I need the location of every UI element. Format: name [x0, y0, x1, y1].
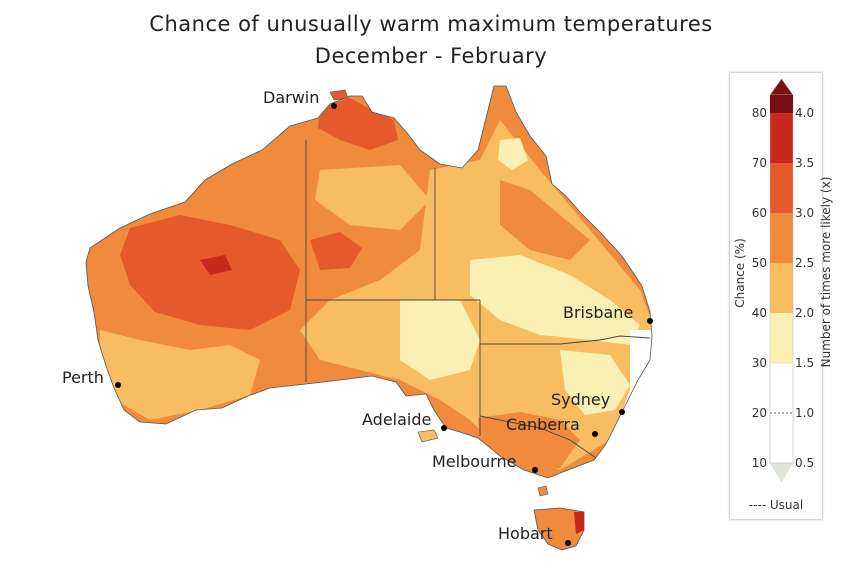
state-borders	[305, 140, 651, 459]
ratio-tick-0-5: 0.5	[795, 456, 814, 470]
melbourne-marker	[532, 467, 538, 473]
brisbane-marker	[647, 318, 653, 324]
adelaide-marker	[441, 425, 447, 431]
band-30-40-nsw	[560, 350, 630, 415]
legend-usual-note: ---- Usual	[749, 498, 803, 512]
band-30-40-sa	[400, 300, 480, 380]
legend-left-axis-label: Chance (%)	[733, 238, 747, 308]
band-70-80-pilbara	[200, 255, 232, 275]
city-label-sydney: Sydney	[551, 390, 610, 409]
chance-tick-60: 60	[752, 206, 767, 220]
ratio-tick-2-5: 2.5	[795, 256, 814, 270]
melville-island	[329, 89, 349, 101]
ratio-tick-1-0: 1.0	[795, 406, 814, 420]
legend: Chance (%) 80 70 60 50 40 30 20 10 4.0 3…	[729, 72, 823, 520]
darwin-marker	[331, 103, 337, 109]
band-50-60-qld	[500, 180, 590, 260]
legend-band-80-upper	[770, 95, 793, 113]
city-label-darwin: Darwin	[263, 88, 319, 107]
legend-band-60-70	[770, 163, 793, 213]
kangaroo-island	[417, 429, 439, 443]
canberra-marker	[592, 431, 598, 437]
legend-band-50-60	[770, 213, 793, 263]
map-title: Chance of unusually warm maximum tempera…	[149, 12, 713, 36]
legend-band-80	[770, 79, 793, 95]
legend-band-70-80	[770, 113, 793, 163]
city-label-perth: Perth	[62, 368, 104, 387]
city-label-brisbane: Brisbane	[563, 303, 633, 322]
band-30-40-inland	[470, 255, 640, 345]
legend-ratio-ticks: 4.0 3.5 3.0 2.5 2.0 1.5 1.0 0.5	[795, 106, 814, 470]
chance-tick-20: 20	[752, 406, 767, 420]
ratio-tick-2-0: 2.0	[795, 306, 814, 320]
band-60-70-topend	[318, 98, 398, 150]
band-50-60-vic	[478, 412, 580, 470]
border-qld-nsw	[480, 335, 651, 345]
perth-marker	[115, 382, 121, 388]
hobart-marker	[565, 540, 571, 546]
city-label-melbourne: Melbourne	[432, 452, 516, 471]
ratio-tick-4-0: 4.0	[795, 106, 814, 120]
chance-tick-80: 80	[752, 106, 767, 120]
chance-tick-10: 10	[752, 456, 767, 470]
border-nsw-vic	[479, 415, 597, 459]
chance-tick-40: 40	[752, 306, 767, 320]
mainland	[86, 86, 652, 478]
band-40-50-centre	[315, 165, 430, 230]
legend-colorbar: Chance (%) 80 70 60 50 40 30 20 10 4.0 3…	[733, 78, 814, 512]
chance-tick-30: 30	[752, 356, 767, 370]
ratio-tick-3-0: 3.0	[795, 206, 814, 220]
legend-band-usual	[769, 362, 794, 464]
legend-band-40-50	[770, 263, 793, 313]
band-30-40-capeyork	[498, 138, 528, 170]
coastline	[85, 85, 653, 479]
chance-tick-50: 50	[752, 256, 767, 270]
legend-band-below	[770, 463, 793, 483]
chance-tick-70: 70	[752, 156, 767, 170]
legend-band-30-40	[770, 313, 793, 363]
sydney-marker	[619, 409, 625, 415]
band-60-70-nt	[310, 232, 362, 270]
city-label-canberra: Canberra	[506, 415, 580, 434]
city-label-hobart: Hobart	[498, 524, 553, 543]
city-markers	[115, 103, 653, 546]
band-40-50-southwest	[100, 330, 260, 420]
ratio-tick-3-5: 3.5	[795, 156, 814, 170]
legend-chance-ticks: 80 70 60 50 40 30 20 10	[752, 106, 767, 470]
ratio-tick-1-5: 1.5	[795, 356, 814, 370]
flinders-island	[537, 485, 549, 497]
tasmania	[533, 507, 585, 551]
city-label-adelaide: Adelaide	[362, 410, 431, 429]
city-labels: Darwin Brisbane Perth Sydney Adelaide Ca…	[62, 88, 633, 543]
map-subtitle: December - February	[314, 44, 548, 68]
